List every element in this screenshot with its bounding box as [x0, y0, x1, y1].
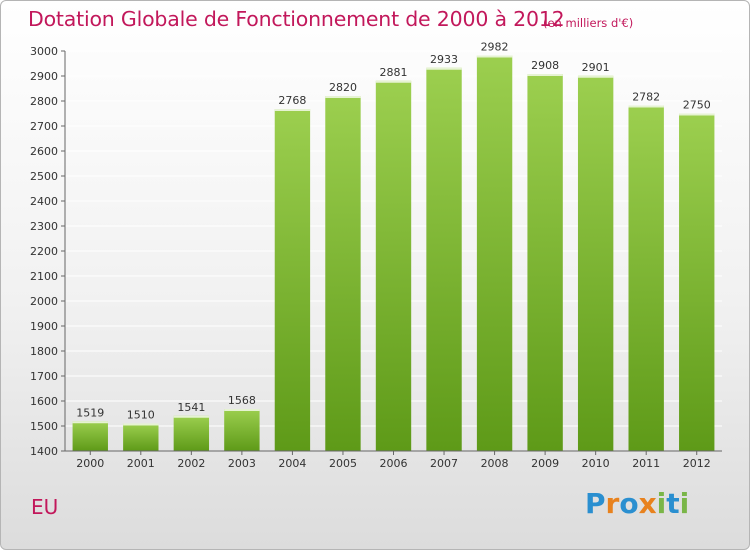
y-tick-label: 2000: [30, 295, 58, 308]
data-label: 2982: [481, 41, 509, 54]
brand-logo: Proxiti: [585, 487, 689, 520]
y-tick-label: 2100: [30, 270, 58, 283]
axes: [61, 50, 722, 455]
x-tick-label: 2012: [683, 457, 711, 470]
y-tick-label: 2400: [30, 195, 58, 208]
brand-letter: r: [605, 487, 620, 520]
bar-highlight: [173, 415, 210, 418]
x-tick-label: 2006: [380, 457, 408, 470]
bar-highlight: [527, 74, 563, 76]
data-label: 1541: [177, 401, 205, 414]
x-tick-label: 2009: [531, 457, 559, 470]
bar: [679, 113, 715, 451]
brand-letter: P: [585, 487, 606, 520]
x-tick-label: 2001: [127, 457, 155, 470]
x-tick-label: 2002: [177, 457, 205, 470]
y-tick-label: 2800: [30, 95, 58, 108]
data-label: 2908: [531, 59, 559, 72]
data-label: 2933: [430, 53, 458, 66]
x-tick-label: 2004: [278, 457, 306, 470]
x-tick-label: 2007: [430, 457, 458, 470]
y-tick-label: 2200: [30, 245, 58, 258]
bar: [527, 74, 563, 451]
labels: 1400 1500 1600 1700 1800 1900 2000 2100 2200 2300…: [30, 41, 711, 471]
bar-highlight: [224, 409, 260, 411]
x-tick-label: 2003: [228, 457, 256, 470]
x-tick-label: 2011: [632, 457, 660, 470]
bar-highlight: [325, 96, 361, 98]
x-tick-label: 2008: [481, 457, 509, 470]
bar-highlight: [375, 80, 412, 83]
x-tick-label: 2005: [329, 457, 357, 470]
bar-highlight: [72, 421, 108, 424]
bar-highlight: [628, 105, 664, 108]
bar: [426, 67, 462, 451]
y-tick-label: 2500: [30, 170, 58, 183]
data-label: 2881: [380, 66, 408, 79]
y-tick-label: 1600: [30, 395, 58, 408]
bar: [375, 80, 412, 451]
bar: [123, 423, 159, 451]
brand-letter: t: [666, 487, 680, 520]
data-label: 2768: [278, 94, 306, 107]
bar: [274, 109, 311, 451]
bar: [224, 409, 260, 451]
data-label: 2750: [683, 99, 711, 112]
y-tick-label: 1400: [30, 445, 58, 458]
bar: [325, 96, 361, 451]
bar: [476, 55, 513, 451]
data-label: 1510: [127, 409, 155, 422]
bar-highlight: [679, 113, 715, 116]
data-label: 2901: [582, 61, 610, 74]
y-tick-label: 2600: [30, 145, 58, 158]
brand-letter: i: [656, 487, 667, 520]
data-label: 2820: [329, 81, 357, 94]
x-tick-label: 2010: [582, 457, 610, 470]
bar-highlight: [426, 67, 462, 70]
data-label: 1519: [76, 406, 104, 419]
y-tick-label: 3000: [30, 45, 58, 58]
y-tick-label: 1900: [30, 320, 58, 333]
bar-highlight: [123, 423, 159, 426]
x-tick-label: 2000: [76, 457, 104, 470]
y-tick-label: 1700: [30, 370, 58, 383]
chart-subtitle: (en milliers d'€): [543, 16, 634, 30]
bar: [628, 105, 664, 451]
brand-letter: x: [638, 487, 657, 520]
data-label: 2782: [632, 91, 660, 104]
bar-highlight: [476, 55, 513, 58]
y-tick-label: 2700: [30, 120, 58, 133]
bar-highlight: [577, 75, 614, 78]
data-label: 1568: [228, 394, 256, 407]
brand-letter: o: [619, 487, 639, 520]
brand-letter: i: [679, 487, 690, 520]
bar-highlight: [274, 109, 311, 111]
chart-title: Dotation Globale de Fonctionnement de 20…: [28, 7, 565, 31]
bar: [72, 421, 108, 451]
y-tick-label: 2900: [30, 70, 58, 83]
y-tick-label: 2300: [30, 220, 58, 233]
y-tick-label: 1800: [30, 345, 58, 358]
commune-name: EU: [31, 495, 59, 519]
y-tick-label: 1500: [30, 420, 58, 433]
bars: [72, 55, 715, 451]
bar: [577, 75, 614, 451]
bar: [173, 415, 210, 451]
